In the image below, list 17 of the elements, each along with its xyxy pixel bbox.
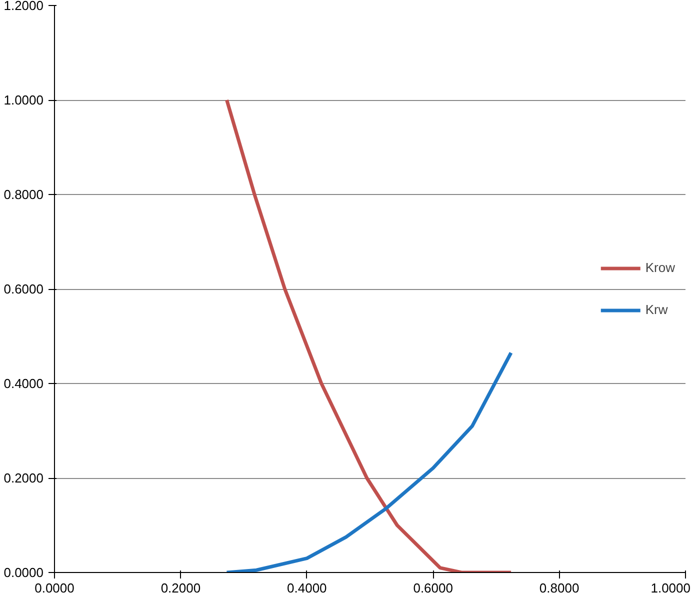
y-tick-label: 0.0000	[4, 565, 44, 580]
x-tick-label: 0.2000	[160, 580, 201, 596]
y-tick-label: 0.6000	[4, 282, 44, 296]
legend-label: Krw	[645, 302, 668, 317]
line-series	[225, 351, 513, 572]
x-tick-label: 1.0000	[650, 580, 691, 596]
y-tick-label: 0.8000	[4, 187, 44, 202]
x-tick-label: 0.0000	[34, 580, 74, 596]
x-tick-label: 0.8000	[539, 580, 580, 596]
y-tick-label: 1.0000	[4, 92, 44, 108]
x-tick-label: 0.4000	[287, 580, 327, 596]
x-tick-label: 0.6000	[413, 580, 453, 596]
y-tick-label: 0.4000	[4, 376, 44, 391]
y-tick-label: 0.2000	[4, 470, 44, 486]
legend-label: Krow	[645, 260, 675, 275]
y-tick-label: 1.2000	[4, 0, 44, 13]
line-series	[225, 98, 513, 572]
